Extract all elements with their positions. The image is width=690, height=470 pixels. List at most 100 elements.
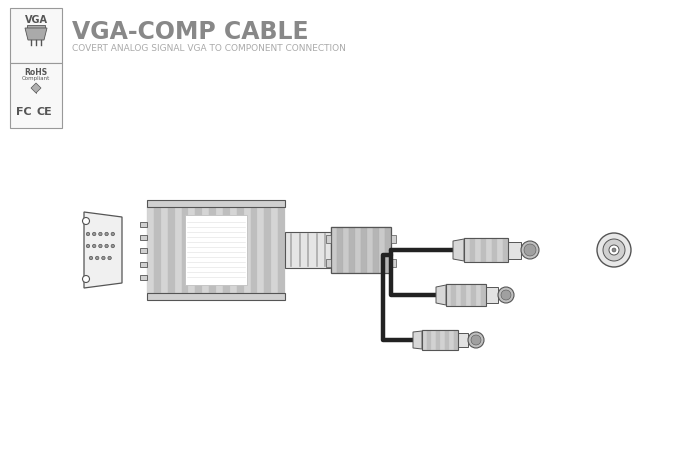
- Circle shape: [99, 232, 102, 235]
- Bar: [446, 284, 486, 306]
- Circle shape: [86, 232, 90, 235]
- Polygon shape: [31, 83, 41, 93]
- Bar: [440, 330, 444, 350]
- Circle shape: [603, 239, 625, 261]
- Bar: [147, 207, 154, 293]
- Bar: [355, 227, 361, 273]
- Polygon shape: [436, 285, 446, 305]
- Circle shape: [92, 244, 96, 248]
- Circle shape: [597, 233, 631, 267]
- Bar: [271, 207, 278, 293]
- Text: RoHS: RoHS: [24, 68, 48, 77]
- Bar: [202, 207, 209, 293]
- Circle shape: [108, 256, 111, 260]
- Bar: [476, 284, 481, 306]
- Circle shape: [83, 275, 90, 282]
- Circle shape: [89, 256, 92, 260]
- Text: FC: FC: [16, 107, 32, 117]
- Bar: [367, 227, 373, 273]
- Bar: [469, 238, 475, 262]
- Bar: [278, 207, 285, 293]
- Bar: [449, 330, 453, 350]
- Polygon shape: [25, 28, 47, 40]
- Circle shape: [99, 244, 102, 248]
- Bar: [140, 222, 147, 227]
- Bar: [385, 227, 391, 273]
- Bar: [10, 8, 62, 63]
- Bar: [140, 262, 147, 267]
- Bar: [326, 259, 331, 267]
- Bar: [154, 207, 161, 293]
- Text: Compliant: Compliant: [22, 76, 50, 81]
- Bar: [175, 207, 181, 293]
- Bar: [491, 238, 497, 262]
- Bar: [461, 284, 466, 306]
- Bar: [481, 284, 486, 306]
- Circle shape: [86, 244, 90, 248]
- Bar: [471, 284, 476, 306]
- Bar: [195, 207, 202, 293]
- Bar: [391, 259, 396, 267]
- Bar: [230, 207, 237, 293]
- Bar: [451, 284, 456, 306]
- Bar: [188, 207, 195, 293]
- Bar: [147, 200, 285, 207]
- Bar: [161, 207, 168, 293]
- Bar: [464, 238, 508, 262]
- Bar: [426, 330, 431, 350]
- Circle shape: [524, 244, 536, 256]
- Bar: [140, 275, 147, 280]
- Bar: [422, 330, 426, 350]
- Bar: [456, 284, 461, 306]
- Bar: [216, 207, 223, 293]
- Bar: [379, 227, 385, 273]
- Circle shape: [111, 244, 115, 248]
- Bar: [237, 207, 244, 293]
- Circle shape: [468, 332, 484, 348]
- Bar: [331, 227, 337, 273]
- Text: VGA-COMP CABLE: VGA-COMP CABLE: [72, 20, 308, 44]
- Circle shape: [101, 256, 105, 260]
- Bar: [480, 238, 486, 262]
- Bar: [326, 235, 331, 243]
- Bar: [349, 227, 355, 273]
- Bar: [343, 227, 349, 273]
- Text: VGA: VGA: [25, 15, 48, 25]
- Bar: [502, 238, 508, 262]
- Bar: [446, 284, 451, 306]
- Bar: [185, 215, 247, 285]
- Bar: [444, 330, 449, 350]
- Bar: [391, 235, 396, 243]
- Circle shape: [83, 218, 90, 225]
- Circle shape: [609, 245, 619, 255]
- Bar: [486, 287, 498, 303]
- Text: COVERT ANALOG SIGNAL VGA TO COMPONENT CONNECTION: COVERT ANALOG SIGNAL VGA TO COMPONENT CO…: [72, 44, 346, 53]
- Circle shape: [111, 232, 115, 235]
- Circle shape: [521, 241, 539, 259]
- Bar: [285, 232, 331, 268]
- Bar: [475, 238, 480, 262]
- Bar: [181, 207, 188, 293]
- Bar: [209, 207, 216, 293]
- Bar: [464, 238, 469, 262]
- Circle shape: [501, 290, 511, 300]
- Bar: [435, 330, 440, 350]
- Bar: [508, 242, 521, 259]
- Bar: [373, 227, 379, 273]
- Bar: [453, 330, 458, 350]
- Bar: [466, 284, 471, 306]
- Circle shape: [95, 256, 99, 260]
- Text: CE: CE: [36, 107, 52, 117]
- Bar: [257, 207, 264, 293]
- Polygon shape: [453, 239, 464, 261]
- Circle shape: [498, 287, 514, 303]
- Bar: [361, 227, 367, 273]
- Bar: [337, 227, 343, 273]
- Bar: [422, 330, 458, 350]
- Circle shape: [471, 335, 481, 345]
- Bar: [331, 227, 391, 273]
- Bar: [458, 333, 468, 347]
- Bar: [431, 330, 435, 350]
- Circle shape: [105, 232, 108, 235]
- Bar: [223, 207, 230, 293]
